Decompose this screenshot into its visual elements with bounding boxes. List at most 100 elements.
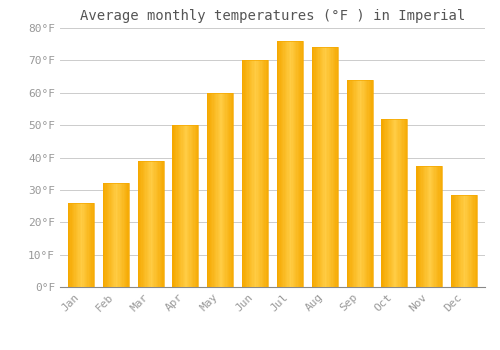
- Bar: [468, 195, 469, 287]
- Bar: [114, 183, 116, 287]
- Bar: [80, 203, 81, 287]
- Bar: [215, 93, 216, 287]
- Bar: [390, 119, 392, 287]
- Bar: [172, 125, 174, 287]
- Bar: [360, 80, 361, 287]
- Bar: [328, 47, 330, 287]
- Bar: [248, 60, 250, 287]
- Bar: [154, 161, 156, 287]
- Bar: [197, 125, 198, 287]
- Bar: [332, 47, 334, 287]
- Bar: [207, 93, 208, 287]
- Bar: [466, 195, 468, 287]
- Bar: [172, 125, 199, 287]
- Bar: [440, 166, 441, 287]
- Bar: [178, 125, 179, 287]
- Bar: [182, 125, 183, 287]
- Bar: [463, 195, 464, 287]
- Bar: [419, 166, 420, 287]
- Bar: [298, 41, 299, 287]
- Bar: [176, 125, 178, 287]
- Bar: [436, 166, 437, 287]
- Bar: [73, 203, 74, 287]
- Bar: [278, 41, 280, 287]
- Bar: [384, 119, 386, 287]
- Bar: [316, 47, 317, 287]
- Bar: [364, 80, 365, 287]
- Bar: [122, 183, 124, 287]
- Bar: [284, 41, 286, 287]
- Bar: [288, 41, 290, 287]
- Bar: [464, 195, 466, 287]
- Bar: [218, 93, 219, 287]
- Bar: [72, 203, 73, 287]
- Bar: [121, 183, 122, 287]
- Bar: [138, 161, 139, 287]
- Bar: [112, 183, 113, 287]
- Bar: [476, 195, 477, 287]
- Bar: [222, 93, 223, 287]
- Bar: [386, 119, 388, 287]
- Bar: [460, 195, 462, 287]
- Bar: [224, 93, 226, 287]
- Bar: [401, 119, 402, 287]
- Bar: [353, 80, 354, 287]
- Bar: [365, 80, 366, 287]
- Bar: [192, 125, 193, 287]
- Bar: [430, 166, 432, 287]
- Bar: [226, 93, 227, 287]
- Bar: [84, 203, 85, 287]
- Bar: [216, 93, 218, 287]
- Bar: [102, 183, 104, 287]
- Bar: [68, 203, 69, 287]
- Bar: [433, 166, 434, 287]
- Bar: [140, 161, 141, 287]
- Bar: [120, 183, 121, 287]
- Bar: [455, 195, 456, 287]
- Bar: [361, 80, 362, 287]
- Bar: [398, 119, 400, 287]
- Bar: [420, 166, 422, 287]
- Bar: [227, 93, 228, 287]
- Bar: [86, 203, 88, 287]
- Bar: [256, 60, 258, 287]
- Bar: [317, 47, 318, 287]
- Bar: [324, 47, 325, 287]
- Bar: [207, 93, 234, 287]
- Bar: [158, 161, 160, 287]
- Bar: [292, 41, 294, 287]
- Bar: [161, 161, 162, 287]
- Bar: [85, 203, 86, 287]
- Bar: [148, 161, 150, 287]
- Bar: [335, 47, 336, 287]
- Bar: [295, 41, 296, 287]
- Bar: [126, 183, 128, 287]
- Bar: [470, 195, 472, 287]
- Bar: [263, 60, 264, 287]
- Bar: [219, 93, 220, 287]
- Bar: [441, 166, 442, 287]
- Bar: [422, 166, 424, 287]
- Bar: [258, 60, 259, 287]
- Bar: [214, 93, 215, 287]
- Bar: [352, 80, 353, 287]
- Bar: [312, 47, 313, 287]
- Bar: [432, 166, 433, 287]
- Bar: [110, 183, 112, 287]
- Bar: [188, 125, 190, 287]
- Bar: [382, 119, 384, 287]
- Bar: [255, 60, 256, 287]
- Bar: [128, 183, 129, 287]
- Bar: [68, 203, 94, 287]
- Bar: [220, 93, 222, 287]
- Bar: [69, 203, 70, 287]
- Bar: [348, 80, 349, 287]
- Bar: [184, 125, 186, 287]
- Bar: [138, 161, 164, 287]
- Bar: [264, 60, 266, 287]
- Bar: [194, 125, 196, 287]
- Bar: [346, 80, 372, 287]
- Bar: [244, 60, 246, 287]
- Bar: [113, 183, 114, 287]
- Bar: [458, 195, 459, 287]
